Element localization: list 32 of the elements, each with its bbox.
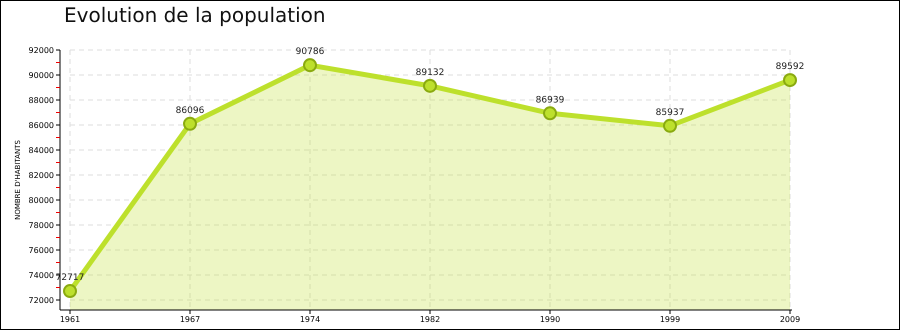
data-label: 89592: [776, 62, 804, 72]
y-tick-label: 84000: [28, 146, 54, 155]
x-tick-label: 1974: [300, 315, 320, 324]
y-tick-label: 82000: [28, 170, 54, 180]
y-tick-label: 80000: [28, 196, 54, 205]
y-tick-label: 72000: [28, 296, 54, 305]
y-tick-label: 88000: [28, 96, 54, 105]
point: [783, 73, 797, 88]
y-tick-label: 90000: [28, 70, 54, 80]
x-tick-label: 1982: [420, 315, 440, 324]
data-label: 89132: [416, 68, 444, 78]
y-tick-label: 74000: [28, 270, 54, 280]
point: [543, 106, 557, 120]
point: [183, 116, 197, 131]
y-tick-label: 86000: [28, 120, 54, 130]
data-label: 86939: [536, 95, 565, 106]
point: [63, 284, 77, 298]
x-tick-label: 1967: [180, 315, 200, 324]
x-tick-label: 1999: [660, 315, 680, 324]
x-tick-label: 1961: [60, 315, 80, 324]
point: [303, 58, 317, 72]
chart-title: Evolution de la population: [64, 3, 326, 27]
data-label: 85937: [656, 108, 684, 118]
data-label: 90786: [296, 47, 325, 58]
data-label: 86096: [176, 106, 205, 116]
point: [663, 118, 677, 133]
x-tick-label: 1990: [540, 315, 560, 324]
point: [423, 78, 437, 93]
y-tick-label: 76000: [28, 246, 54, 255]
y-tick-label: 92000: [28, 46, 54, 55]
y-tick-label: 78000: [28, 220, 54, 230]
x-tick-label: 2009: [780, 315, 800, 324]
